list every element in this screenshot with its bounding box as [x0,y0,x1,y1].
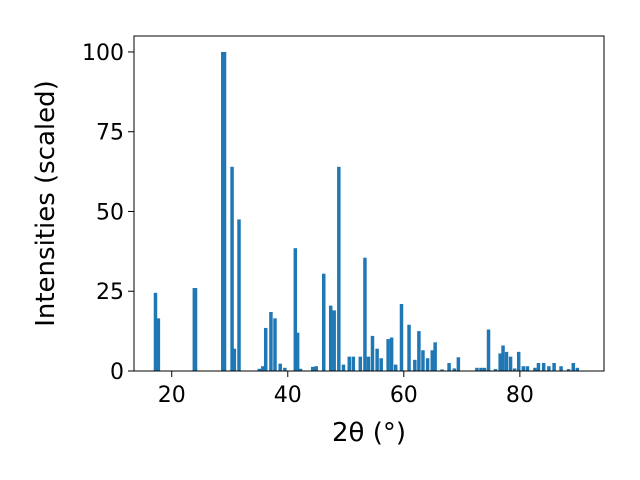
bar [475,367,479,371]
bar [347,356,352,371]
bar [370,335,375,371]
bar [261,366,265,371]
bar [430,350,434,371]
bar [413,359,417,371]
bar [293,248,298,371]
bar [283,367,287,371]
bar [298,368,303,371]
bar [363,257,367,371]
bar [504,351,509,371]
bar [379,358,383,371]
bar [516,351,521,371]
x-axis-label: 2θ (°) [332,418,406,448]
bar [575,367,580,371]
bar [386,339,390,371]
bar [341,364,346,371]
bar [433,342,437,371]
y-axis-ticks: 0 25 50 75 100 [82,41,134,385]
y-tick-label: 0 [110,360,124,385]
bar [456,357,461,371]
y-tick-label: 50 [96,200,124,225]
bar [421,350,425,371]
bar-series [153,51,580,371]
bar [452,368,457,371]
bar [269,311,273,371]
y-tick-label: 75 [96,121,124,146]
bar [479,367,483,371]
bar [273,318,277,371]
bar [425,358,430,371]
bar [508,356,513,371]
y-tick-label: 25 [96,280,124,305]
bar [295,332,300,371]
x-tick-label: 60 [390,383,418,408]
bar [328,305,333,371]
bar [314,366,318,371]
bar [407,324,411,371]
bar [278,363,282,371]
bar [552,363,556,371]
bar [389,337,394,371]
x-tick-label: 40 [274,383,302,408]
bar [493,369,498,371]
bar [525,366,530,371]
bar [541,363,546,371]
bar [533,367,537,371]
bar [559,366,563,371]
bar [482,367,487,371]
bar [375,348,379,371]
bar [399,304,404,371]
bar [393,364,398,371]
bar [193,288,198,371]
bar [366,356,371,371]
bar [512,368,517,371]
bar [232,348,237,371]
bar [351,356,356,371]
bar [571,363,575,371]
bar [566,369,571,371]
bar [263,327,268,371]
bar [358,356,363,371]
bar [230,166,234,371]
bar [440,369,444,371]
bar [222,51,227,371]
bar [332,310,336,371]
x-tick-label: 80 [506,383,534,408]
bar [521,366,526,371]
bar [237,219,241,371]
bar [417,331,421,371]
y-axis-label: Intensities (scaled) [31,80,61,327]
y-tick-label: 100 [82,41,124,66]
bar [153,292,158,371]
bar [257,368,262,371]
bar [447,363,451,371]
bar [536,363,541,371]
x-axis-ticks: 20 40 60 80 [158,371,534,408]
bar [156,318,161,371]
bar [337,166,341,371]
bar [486,329,491,371]
x-tick-label: 20 [158,383,186,408]
plot-frame [133,35,605,372]
bar [501,345,505,371]
bar [498,353,502,371]
bar [322,273,326,371]
bar [547,366,551,371]
bar [310,366,315,371]
